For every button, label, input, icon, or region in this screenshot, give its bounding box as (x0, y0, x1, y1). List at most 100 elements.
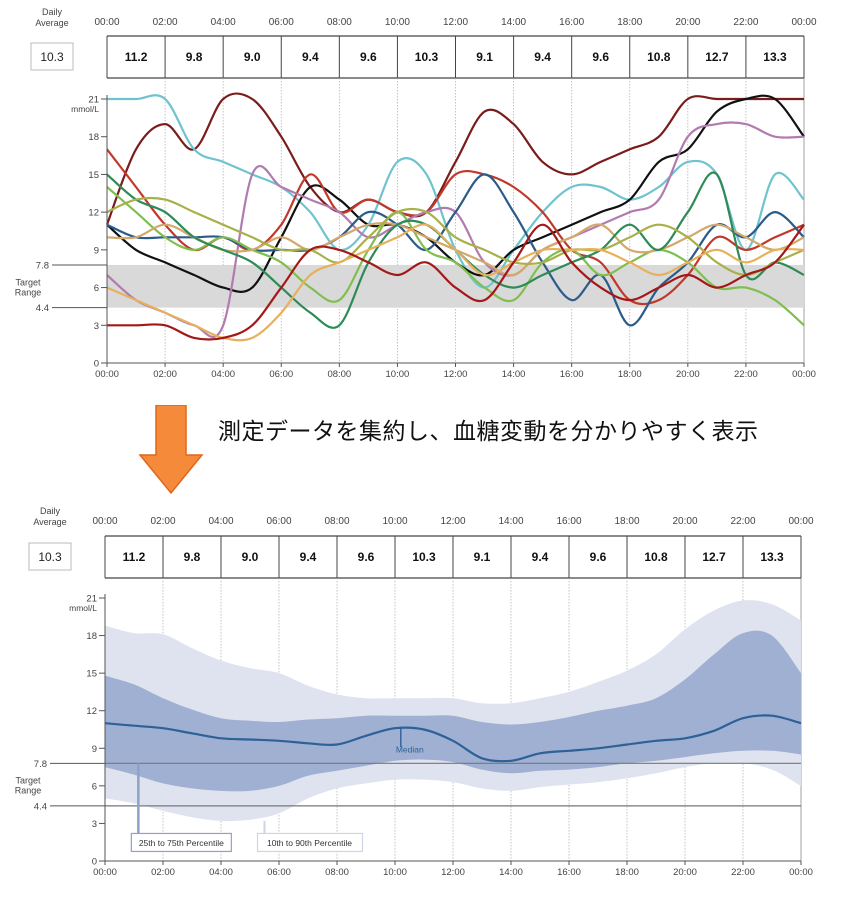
iqr-label: 25th to 75th Percentile (139, 838, 224, 848)
x-tick-label: 14:00 (502, 369, 526, 380)
y-tick-label: 12 (88, 208, 99, 219)
x-tick-label: 22:00 (731, 867, 755, 878)
header-time-label: 22:00 (730, 516, 755, 527)
x-tick-label: 18:00 (618, 369, 642, 380)
glucose-trace-line (106, 196, 805, 277)
x-tick-label: 00:00 (93, 867, 117, 878)
x-tick-label: 10:00 (386, 369, 410, 380)
header-time-label: 04:00 (211, 17, 236, 28)
target-range-label-line1: Target (15, 277, 41, 287)
percentile-25-75-band (105, 630, 801, 792)
glucose-trace-line (106, 121, 805, 338)
x-tick-label: 14:00 (499, 867, 523, 878)
daily-average-value: 10.3 (38, 550, 62, 564)
glucose-trace-line (105, 92, 804, 226)
interval-average-value: 9.6 (358, 550, 375, 564)
interval-average-value: 10.3 (412, 550, 436, 564)
x-tick-label: 00:00 (789, 867, 813, 878)
interval-average-value: 12.7 (705, 50, 729, 64)
x-tick-label: 08:00 (325, 867, 349, 878)
target-low-label: 4.4 (36, 303, 49, 314)
x-tick-label: 16:00 (560, 369, 584, 380)
interval-average-value: 9.4 (534, 50, 551, 64)
median-label: Median (396, 745, 424, 755)
header-time-label: 18:00 (614, 516, 639, 527)
daily-average-box (28, 542, 72, 571)
y-tick-label: 6 (94, 283, 99, 294)
interval-average-value: 13.3 (763, 50, 787, 64)
target-high-label: 7.8 (34, 759, 47, 770)
caption: 測定データを集約し、血糖変動を分かりやすく表示 (218, 419, 759, 445)
header-time-label: 14:00 (501, 17, 526, 28)
iqr-label-box (130, 832, 232, 853)
target-high-label: 7.8 (36, 260, 49, 271)
header-time-label: 12:00 (443, 17, 468, 28)
daily-average-label-line1: Daily (40, 506, 61, 516)
x-tick-label: 00:00 (792, 369, 816, 380)
y-tick-label: 0 (94, 359, 99, 370)
y-tick-label: 0 (92, 857, 97, 868)
interval-average-value: 9.1 (474, 550, 491, 564)
x-tick-label: 00:00 (95, 369, 119, 380)
interval-average-value: 9.8 (184, 550, 201, 564)
daily-average-value: 10.3 (40, 50, 64, 64)
y-tick-label: 15 (88, 170, 99, 181)
interval-average-value: 10.3 (415, 50, 439, 64)
interval-average-value: 12.7 (702, 550, 726, 564)
x-tick-label: 12:00 (441, 867, 465, 878)
y-tick-label: 18 (88, 132, 99, 143)
down-arrow-icon (138, 405, 204, 495)
y-tick-label: 15 (86, 669, 97, 680)
header-time-label: 00:00 (791, 17, 816, 28)
header-time-label: 02:00 (150, 516, 175, 527)
target-range-label-line2: Range (15, 786, 42, 796)
header-time-label: 00:00 (788, 516, 813, 527)
interval-average-value: 10.8 (647, 50, 671, 64)
interval-average-value: 9.6 (360, 50, 377, 64)
y-tick-label: 21 (86, 594, 97, 605)
y-tick-label: 3 (94, 321, 99, 332)
interval-average-value: 13.3 (760, 550, 784, 564)
daily-average-label-line1: Daily (42, 7, 63, 17)
header-time-label: 00:00 (92, 516, 117, 527)
interval-average-value: 9.4 (300, 550, 317, 564)
idr-label: 10th to 90th Percentile (267, 838, 352, 848)
x-tick-label: 02:00 (153, 369, 177, 380)
x-tick-label: 16:00 (557, 867, 581, 878)
interval-average-value: 10.8 (644, 550, 668, 564)
interval-average-value: 9.4 (532, 550, 549, 564)
y-tick-label: 9 (92, 744, 97, 755)
header-time-label: 08:00 (324, 516, 349, 527)
glucose-trace-line (106, 223, 805, 341)
x-tick-label: 02:00 (151, 867, 175, 878)
y-tick-label: 6 (92, 781, 97, 792)
interval-average-value: 9.8 (186, 50, 203, 64)
x-tick-label: 12:00 (444, 369, 468, 380)
x-tick-label: 20:00 (673, 867, 697, 878)
x-tick-label: 06:00 (269, 369, 293, 380)
header-time-label: 06:00 (269, 17, 294, 28)
header-time-label: 10:00 (382, 516, 407, 527)
x-tick-label: 04:00 (209, 867, 233, 878)
header-time-label: 20:00 (672, 516, 697, 527)
idr-label-box (256, 832, 364, 853)
target-range-label-line1: Target (15, 776, 41, 786)
header-time-label: 20:00 (675, 17, 700, 28)
header-time-label: 18:00 (617, 17, 642, 28)
interval-average-value: 9.0 (242, 550, 259, 564)
daily-average-label-line2: Average (33, 517, 66, 527)
interval-average-value: 11.2 (123, 550, 146, 564)
header-time-label: 12:00 (440, 516, 465, 527)
x-tick-label: 04:00 (211, 369, 235, 380)
interval-average-value: 9.6 (590, 550, 607, 564)
y-tick-label: 12 (86, 706, 97, 717)
header-time-label: 10:00 (385, 17, 410, 28)
y-tick-label: 3 (92, 819, 97, 830)
target-low-label: 4.4 (34, 801, 47, 812)
header-time-label: 16:00 (556, 516, 581, 527)
x-tick-label: 22:00 (734, 369, 758, 380)
header-time-label: 14:00 (498, 516, 523, 527)
y-tick-label: 21 (88, 95, 99, 106)
